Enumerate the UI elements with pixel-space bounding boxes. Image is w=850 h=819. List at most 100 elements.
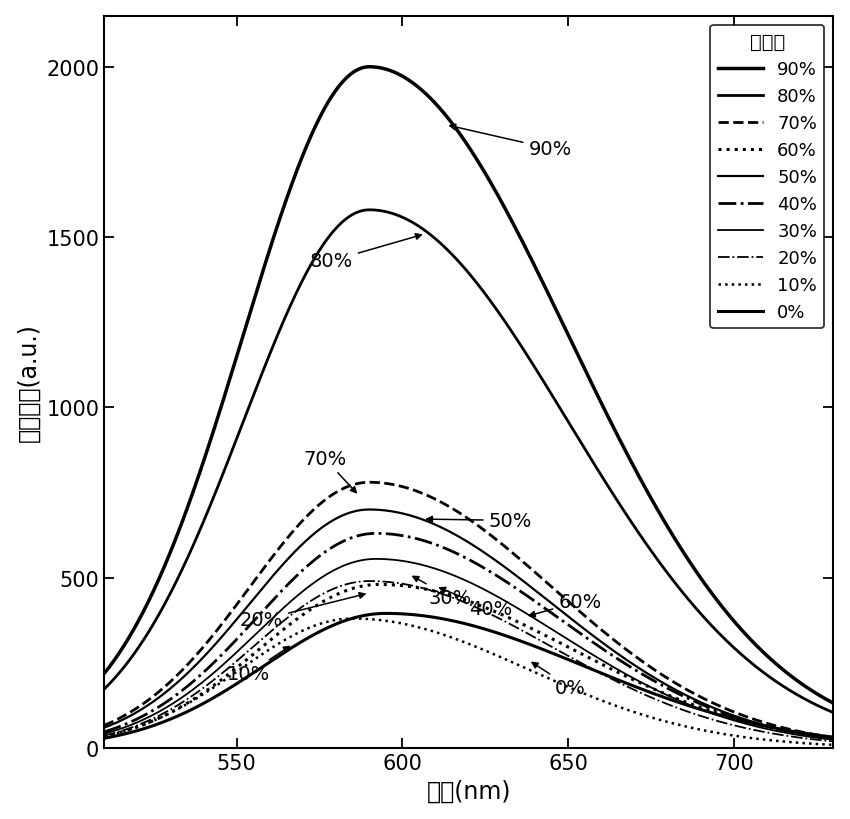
- Text: 30%: 30%: [413, 577, 473, 607]
- 70%: [445, 503, 456, 513]
- 60%: [670, 693, 680, 703]
- 50%: [82, 728, 93, 738]
- 40%: [371, 529, 381, 539]
- 20%: [807, 735, 817, 744]
- 90%: [82, 687, 93, 697]
- Line: 70%: 70%: [88, 482, 833, 738]
- 60%: [807, 731, 817, 740]
- 50%: [445, 527, 456, 537]
- 0%: [445, 616, 456, 626]
- 40%: [121, 719, 131, 729]
- 10%: [445, 632, 456, 642]
- 90%: [807, 686, 817, 696]
- Y-axis label: 荧光强度(a.u.): 荧光强度(a.u.): [17, 323, 41, 441]
- Line: 90%: 90%: [88, 68, 833, 704]
- 80%: [670, 578, 680, 588]
- 50%: [364, 505, 374, 515]
- 70%: [828, 733, 838, 743]
- 0%: [82, 736, 93, 746]
- Text: 80%: 80%: [309, 234, 422, 271]
- 80%: [828, 708, 838, 717]
- 80%: [364, 206, 374, 215]
- 80%: [82, 699, 93, 709]
- 0%: [828, 732, 838, 742]
- 30%: [121, 722, 131, 732]
- 20%: [364, 577, 374, 586]
- 40%: [445, 546, 456, 556]
- 40%: [426, 538, 436, 548]
- 20%: [82, 735, 93, 744]
- Line: 20%: 20%: [88, 581, 833, 741]
- 80%: [807, 698, 817, 708]
- 30%: [426, 563, 436, 572]
- 10%: [807, 739, 817, 749]
- 70%: [807, 729, 817, 739]
- 30%: [371, 554, 381, 564]
- 70%: [364, 477, 374, 487]
- 40%: [828, 734, 838, 744]
- 70%: [82, 726, 93, 736]
- 80%: [807, 698, 817, 708]
- 70%: [121, 710, 131, 720]
- 50%: [807, 731, 817, 740]
- 20%: [828, 736, 838, 746]
- 70%: [670, 678, 680, 688]
- 40%: [82, 731, 93, 741]
- 90%: [364, 63, 374, 73]
- 10%: [348, 613, 358, 623]
- 0%: [670, 696, 680, 706]
- 50%: [426, 518, 436, 528]
- 20%: [445, 592, 456, 602]
- 10%: [807, 739, 817, 749]
- 50%: [807, 731, 817, 740]
- 80%: [121, 660, 131, 670]
- 90%: [121, 638, 131, 648]
- 90%: [828, 699, 838, 708]
- 90%: [670, 535, 680, 545]
- Line: 60%: 60%: [88, 585, 833, 740]
- Line: 0%: 0%: [88, 613, 833, 741]
- 10%: [82, 735, 93, 744]
- Text: 60%: 60%: [530, 592, 602, 617]
- 20%: [807, 735, 817, 744]
- Line: 30%: 30%: [88, 559, 833, 740]
- 10%: [670, 719, 680, 729]
- 0%: [121, 729, 131, 739]
- Text: 10%: 10%: [227, 647, 289, 683]
- 60%: [82, 735, 93, 744]
- 30%: [807, 732, 817, 742]
- 30%: [828, 735, 838, 744]
- 90%: [807, 686, 817, 695]
- 10%: [426, 626, 436, 636]
- 30%: [445, 569, 456, 579]
- Text: 90%: 90%: [450, 125, 571, 159]
- 50%: [670, 685, 680, 695]
- 40%: [670, 687, 680, 697]
- 0%: [807, 730, 817, 740]
- 30%: [82, 733, 93, 743]
- 0%: [807, 730, 817, 740]
- 60%: [828, 733, 838, 743]
- 50%: [121, 713, 131, 723]
- Text: 0%: 0%: [532, 663, 586, 697]
- 70%: [426, 492, 436, 502]
- 0%: [381, 609, 391, 618]
- Line: 80%: 80%: [88, 210, 833, 713]
- 20%: [670, 702, 680, 712]
- 60%: [121, 726, 131, 735]
- 50%: [828, 734, 838, 744]
- 0%: [426, 612, 436, 622]
- 80%: [445, 249, 456, 259]
- 20%: [426, 586, 436, 595]
- 60%: [426, 586, 436, 595]
- 60%: [807, 730, 817, 740]
- Legend: 90%, 80%, 70%, 60%, 50%, 40%, 30%, 20%, 10%, 0%: 90%, 80%, 70%, 60%, 50%, 40%, 30%, 20%, …: [711, 25, 824, 329]
- 80%: [426, 231, 436, 241]
- 60%: [445, 590, 456, 600]
- Text: 40%: 40%: [439, 588, 512, 618]
- Text: 20%: 20%: [240, 593, 365, 630]
- 40%: [807, 731, 817, 740]
- Line: 40%: 40%: [88, 534, 833, 739]
- 10%: [828, 740, 838, 750]
- Text: 50%: 50%: [427, 511, 532, 530]
